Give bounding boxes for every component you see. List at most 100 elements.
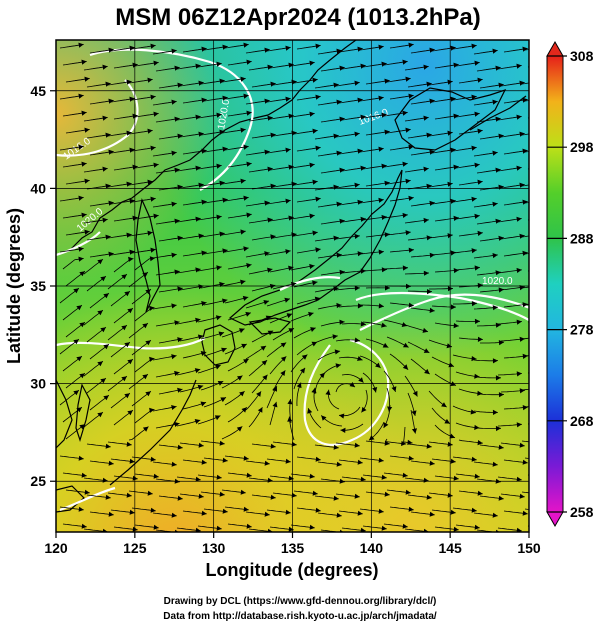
streamline-arrow — [105, 132, 111, 138]
streamline-arrow — [174, 269, 180, 275]
streamline-arrow — [423, 115, 429, 121]
streamline-arrow — [402, 472, 408, 478]
streamline-arrow — [360, 165, 366, 171]
streamline-arrow — [411, 410, 417, 416]
streamline-arrow — [471, 301, 477, 307]
streamline-arrow — [198, 80, 204, 86]
streamline-arrow — [495, 167, 501, 173]
streamline-arrow — [286, 313, 293, 319]
streamline-arrow — [201, 510, 207, 516]
streamline-arrow — [492, 150, 498, 156]
colorbar-body — [546, 55, 564, 513]
y-tick-label-30: 30 — [30, 376, 46, 392]
streamline-arrow — [264, 200, 270, 206]
streamline-arrow — [474, 162, 480, 168]
streamline-arrow — [360, 321, 366, 327]
streamline-arrow — [543, 45, 548, 50]
streamline-arrow — [384, 491, 390, 497]
streamline-arrow — [519, 493, 525, 499]
streamline-arrow — [357, 46, 363, 52]
streamline-arrow — [150, 94, 156, 100]
streamline-arrow — [129, 45, 135, 51]
streamline-arrow — [448, 362, 454, 368]
streamline-arrow — [127, 308, 133, 314]
streamline-arrow — [519, 182, 525, 188]
streamline-arrow — [309, 162, 315, 168]
streamline-arrow — [269, 283, 276, 289]
streamline-arrow — [195, 267, 201, 273]
streamline-arrow — [424, 368, 430, 375]
streamline-arrow — [378, 146, 384, 152]
streamline-arrow — [325, 389, 331, 396]
streamline-arrow — [241, 407, 247, 413]
streamline-arrow — [222, 248, 228, 254]
streamline-arrow — [102, 528, 108, 532]
streamline-arrow — [340, 427, 346, 433]
streamline-arrow — [174, 116, 180, 122]
streamline-arrow — [81, 472, 87, 478]
streamline-arrow — [516, 422, 522, 428]
streamline-arrow — [474, 524, 480, 530]
contour-1020-north — [89, 48, 254, 191]
streamline-arrow — [516, 267, 522, 273]
streamline-arrow — [263, 300, 269, 305]
streamline-arrow — [246, 263, 252, 269]
streamline-arrow — [124, 291, 130, 297]
streamline-arrow — [384, 78, 390, 84]
streamline-arrow — [270, 494, 276, 500]
streamline-arrow — [265, 315, 272, 321]
streamline-arrow — [315, 247, 321, 253]
streamline-arrow — [498, 392, 504, 398]
streamline-arrow — [401, 440, 407, 446]
streamline-arrow — [149, 305, 155, 311]
streamline-arrow — [132, 475, 138, 481]
streamline-arrow — [171, 150, 177, 156]
streamline-arrow — [76, 407, 82, 413]
streamline-arrow — [219, 491, 225, 497]
streamline-arrow — [222, 197, 228, 203]
streamline-arrow — [429, 460, 435, 466]
streamline-arrow — [264, 251, 270, 257]
streamline-arrow — [307, 408, 313, 414]
streamline-arrow — [108, 149, 114, 155]
streamline-arrow — [81, 59, 87, 65]
streamline-arrow — [201, 459, 207, 465]
streamline-arrow — [171, 48, 177, 54]
streamline-arrow — [384, 129, 390, 135]
streamline-arrow — [287, 416, 293, 422]
streamline-arrow — [174, 65, 180, 71]
streamline-arrow — [358, 377, 364, 383]
streamline-arrow — [516, 165, 522, 171]
streamline-arrow — [336, 201, 342, 207]
streamline — [521, 388, 529, 391]
streamline-arrow — [474, 213, 480, 219]
streamline-arrow — [124, 393, 130, 399]
streamline-arrow — [315, 507, 321, 513]
streamline-arrow — [171, 252, 177, 258]
streamline-arrow — [102, 64, 108, 70]
streamline-arrow — [339, 218, 345, 224]
streamline-arrow — [147, 490, 153, 496]
streamline-arrow — [426, 132, 432, 138]
colorbar-ticks: 258 268 278 288 298 308 — [547, 48, 594, 520]
streamline-arrow — [84, 178, 90, 184]
streamline-arrow — [288, 164, 294, 170]
streamline-arrow — [78, 144, 84, 150]
streamline-arrow — [241, 343, 247, 349]
streamline-arrow — [177, 286, 183, 292]
china-coast-south — [56, 379, 73, 449]
kuril-islands — [469, 95, 527, 131]
streamline-arrow — [402, 161, 408, 167]
streamline — [521, 82, 529, 85]
streamline-arrow — [314, 296, 321, 302]
streamline-arrow — [423, 528, 429, 532]
streamline-arrow — [150, 247, 156, 253]
streamline-arrow — [402, 212, 408, 218]
streamline-arrow — [198, 182, 204, 188]
streamline-arrow — [246, 472, 252, 478]
streamline-arrow — [103, 344, 109, 350]
streamline-arrow — [198, 442, 204, 448]
streamline-arrow — [357, 510, 363, 516]
streamline-arrow — [149, 356, 155, 362]
streamline-arrow — [378, 303, 384, 309]
